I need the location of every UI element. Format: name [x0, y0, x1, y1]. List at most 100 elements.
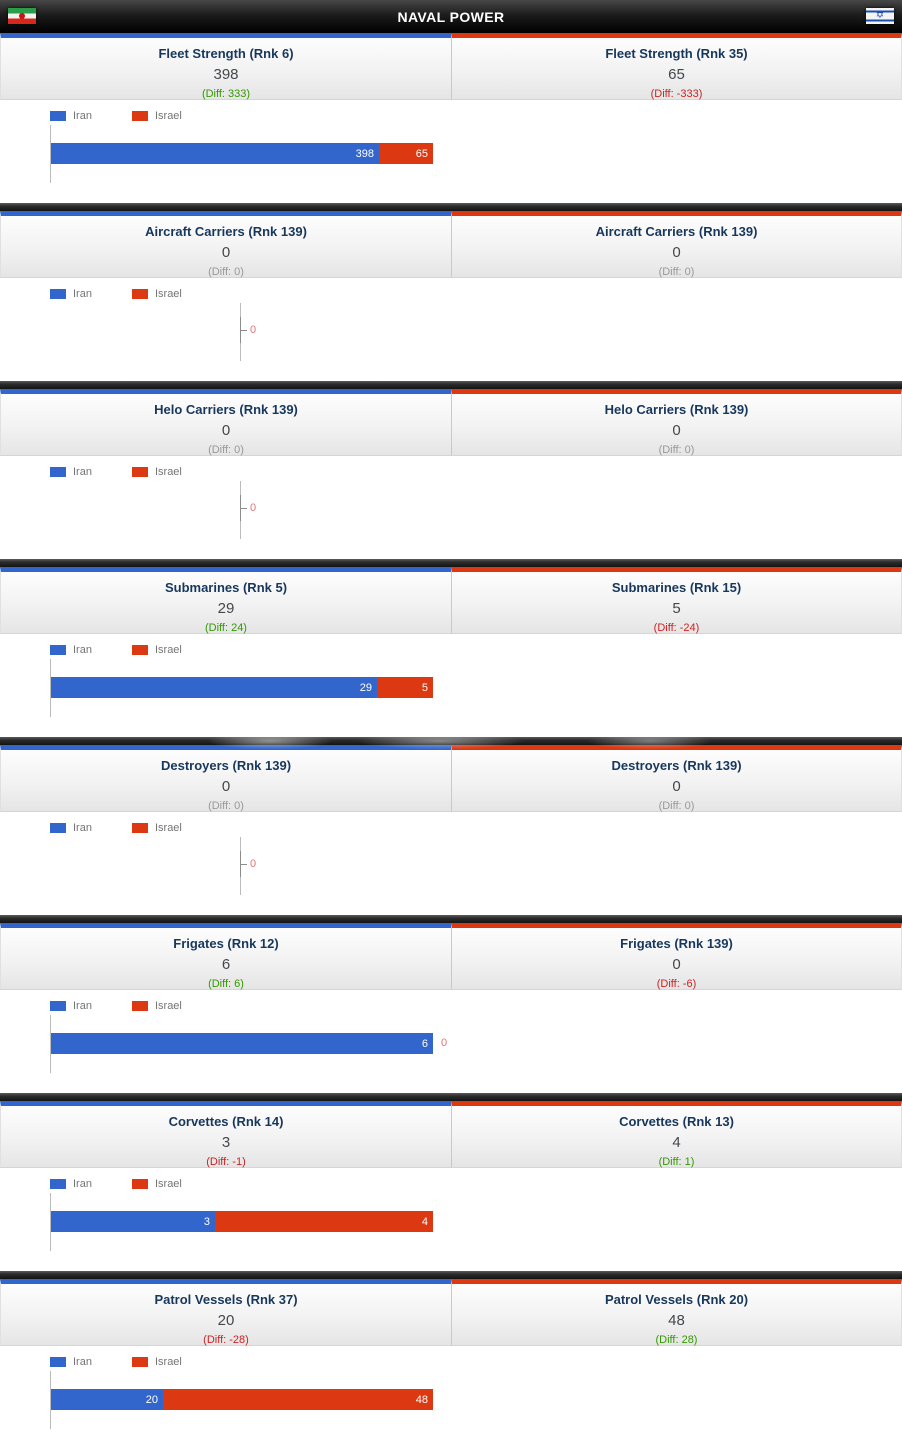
- legend-label-iran: Iran: [73, 644, 92, 656]
- israel-stat-diff: (Diff: -24): [653, 622, 700, 634]
- israel-stat-title: Corvettes (Rnk 13): [619, 1114, 734, 1129]
- iran-stat-value: 0: [221, 778, 231, 795]
- israel-stat-title: Aircraft Carriers (Rnk 139): [595, 224, 758, 239]
- iran-stat-value: 398: [213, 66, 239, 83]
- iran-stat-diff: (Diff: 24): [205, 622, 247, 634]
- iran-stat-diff: (Diff: 333): [201, 88, 251, 100]
- zero-tick-label: 0: [250, 502, 257, 514]
- iran-stat-panel: Patrol Vessels (Rnk 37) 20 (Diff: -28): [0, 1279, 451, 1346]
- legend-label-israel: Israel: [154, 466, 182, 478]
- section-corvettes: Corvettes (Rnk 14) 3 (Diff: -1) Corvette…: [0, 1093, 902, 1271]
- axis-tick: [241, 508, 247, 509]
- iran-stat-value: 0: [221, 244, 231, 261]
- israel-stat-value: 0: [672, 244, 681, 261]
- israel-stat-title: Helo Carriers (Rnk 139): [604, 402, 749, 417]
- section-separator: [0, 737, 902, 745]
- iran-swatch: [50, 645, 66, 655]
- iran-swatch: [50, 1357, 66, 1367]
- israel-stat-panel: Frigates (Rnk 139) 0 (Diff: -6): [451, 923, 902, 990]
- section-helo-carriers: Helo Carriers (Rnk 139) 0 (Diff: 0) Helo…: [0, 381, 902, 559]
- israel-swatch: [131, 467, 148, 477]
- legend-item-israel: Israel: [131, 110, 182, 122]
- section-header: Frigates (Rnk 12) 6 (Diff: 6) Frigates (…: [0, 923, 902, 990]
- axis-baseline: [240, 317, 241, 343]
- comparison-bar-chart-corvettes: Iran Israel 3 4: [0, 1168, 902, 1271]
- israel-stat-diff: (Diff: 1): [658, 1156, 695, 1168]
- israel-stat-value: 0: [672, 778, 681, 795]
- stacked-bar: 29 5: [51, 677, 433, 698]
- legend-item-iran: Iran: [50, 288, 92, 300]
- comparison-bar-chart-fleet-strength: Iran Israel 398 65: [0, 100, 902, 203]
- israel-stat-diff: (Diff: 28): [655, 1334, 698, 1346]
- iran-emblem-icon: [19, 13, 25, 19]
- iran-swatch: [50, 1179, 66, 1189]
- legend-item-israel: Israel: [131, 288, 182, 300]
- axis-tick: [241, 864, 247, 865]
- israel-stat-panel: Destroyers (Rnk 139) 0 (Diff: 0): [451, 745, 902, 812]
- legend-label-israel: Israel: [154, 1356, 182, 1368]
- israel-stat-panel: Corvettes (Rnk 13) 4 (Diff: 1): [451, 1101, 902, 1168]
- iran-stat-panel: Corvettes (Rnk 14) 3 (Diff: -1): [0, 1101, 451, 1168]
- comparison-bar-chart-frigates: Iran Israel 6 0: [0, 990, 902, 1093]
- iran-stat-panel: Submarines (Rnk 5) 29 (Diff: 24): [0, 567, 451, 634]
- israel-stat-title: Submarines (Rnk 15): [611, 580, 742, 595]
- iran-stat-title: Helo Carriers (Rnk 139): [154, 402, 298, 417]
- value-axis: [50, 1371, 51, 1429]
- section-separator: [0, 203, 902, 211]
- value-axis: [50, 1015, 51, 1073]
- axis-tick: [241, 330, 247, 331]
- israel-stat-value: 5: [672, 600, 681, 617]
- legend-label-iran: Iran: [73, 822, 92, 834]
- iran-stat-panel: Fleet Strength (Rnk 6) 398 (Diff: 333): [0, 33, 451, 100]
- legend-label-iran: Iran: [73, 288, 92, 300]
- legend-item-iran: Iran: [50, 110, 92, 122]
- axis-baseline: [240, 495, 241, 521]
- iran-stat-title: Fleet Strength (Rnk 6): [158, 46, 294, 61]
- section-header: Submarines (Rnk 5) 29 (Diff: 24) Submari…: [0, 567, 902, 634]
- comparison-bar-chart-aircraft-carriers: Iran Israel 0: [0, 278, 902, 381]
- iran-swatch: [50, 1001, 66, 1011]
- iran-bar-value: 20: [145, 1393, 158, 1406]
- israel-swatch: [131, 823, 148, 833]
- comparison-bar-chart-helo-carriers: Iran Israel 0: [0, 456, 902, 559]
- iran-flag-icon: [8, 8, 36, 24]
- comparison-bar-chart-destroyers: Iran Israel 0: [0, 812, 902, 915]
- stacked-bar: 20 48: [51, 1389, 433, 1410]
- iran-stat-title: Destroyers (Rnk 139): [160, 758, 292, 773]
- israel-bar: 65: [379, 143, 433, 164]
- israel-bar: 5: [377, 677, 433, 698]
- sections-container: Fleet Strength (Rnk 6) 398 (Diff: 333) F…: [0, 33, 902, 1449]
- iran-swatch: [50, 111, 66, 121]
- section-separator: [0, 381, 902, 389]
- legend-item-iran: Iran: [50, 1000, 92, 1012]
- israel-stat-diff: (Diff: 0): [658, 444, 695, 456]
- israel-stat-diff: (Diff: -6): [656, 978, 697, 990]
- section-separator: [0, 1271, 902, 1279]
- legend-item-iran: Iran: [50, 822, 92, 834]
- iran-stat-panel: Frigates (Rnk 12) 6 (Diff: 6): [0, 923, 451, 990]
- legend-item-israel: Israel: [131, 1178, 182, 1190]
- chart-legend: Iran Israel: [50, 1000, 182, 1012]
- zero-tick-label: 0: [250, 324, 257, 336]
- israel-stat-panel: Helo Carriers (Rnk 139) 0 (Diff: 0): [451, 389, 902, 456]
- section-header: Patrol Vessels (Rnk 37) 20 (Diff: -28) P…: [0, 1279, 902, 1346]
- section-frigates: Frigates (Rnk 12) 6 (Diff: 6) Frigates (…: [0, 915, 902, 1093]
- iran-stat-panel: Aircraft Carriers (Rnk 139) 0 (Diff: 0): [0, 211, 451, 278]
- legend-label-israel: Israel: [154, 1178, 182, 1190]
- israel-swatch: [131, 1001, 148, 1011]
- legend-item-iran: Iran: [50, 466, 92, 478]
- iran-stat-value: 29: [217, 600, 235, 617]
- israel-stat-diff: (Diff: -333): [650, 88, 703, 100]
- legend-label-iran: Iran: [73, 1000, 92, 1012]
- value-axis: [50, 659, 51, 717]
- iran-stat-title: Frigates (Rnk 12): [173, 936, 279, 951]
- value-axis: [50, 125, 51, 183]
- israel-stat-panel: Submarines (Rnk 15) 5 (Diff: -24): [451, 567, 902, 634]
- iran-stat-panel: Destroyers (Rnk 139) 0 (Diff: 0): [0, 745, 451, 812]
- page-title: NAVAL POWER: [397, 8, 505, 25]
- iran-stat-panel: Helo Carriers (Rnk 139) 0 (Diff: 0): [0, 389, 451, 456]
- chart-legend: Iran Israel: [50, 466, 182, 478]
- iran-stat-value: 20: [217, 1312, 235, 1329]
- israel-stat-title: Patrol Vessels (Rnk 20): [604, 1292, 749, 1307]
